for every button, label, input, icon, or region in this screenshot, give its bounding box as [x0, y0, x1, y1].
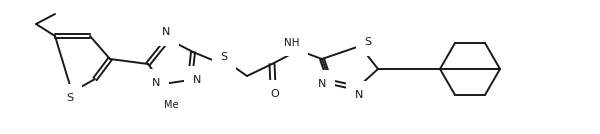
Text: Me: Me — [164, 100, 178, 110]
Text: N: N — [318, 79, 326, 89]
Text: S: S — [364, 37, 371, 47]
Text: N: N — [152, 78, 160, 88]
Text: N: N — [162, 27, 170, 37]
Text: NH: NH — [284, 38, 300, 48]
Text: N: N — [355, 90, 363, 100]
Text: S: S — [67, 93, 74, 103]
Text: O: O — [271, 89, 280, 99]
Text: S: S — [220, 52, 227, 62]
Text: N: N — [193, 75, 201, 85]
